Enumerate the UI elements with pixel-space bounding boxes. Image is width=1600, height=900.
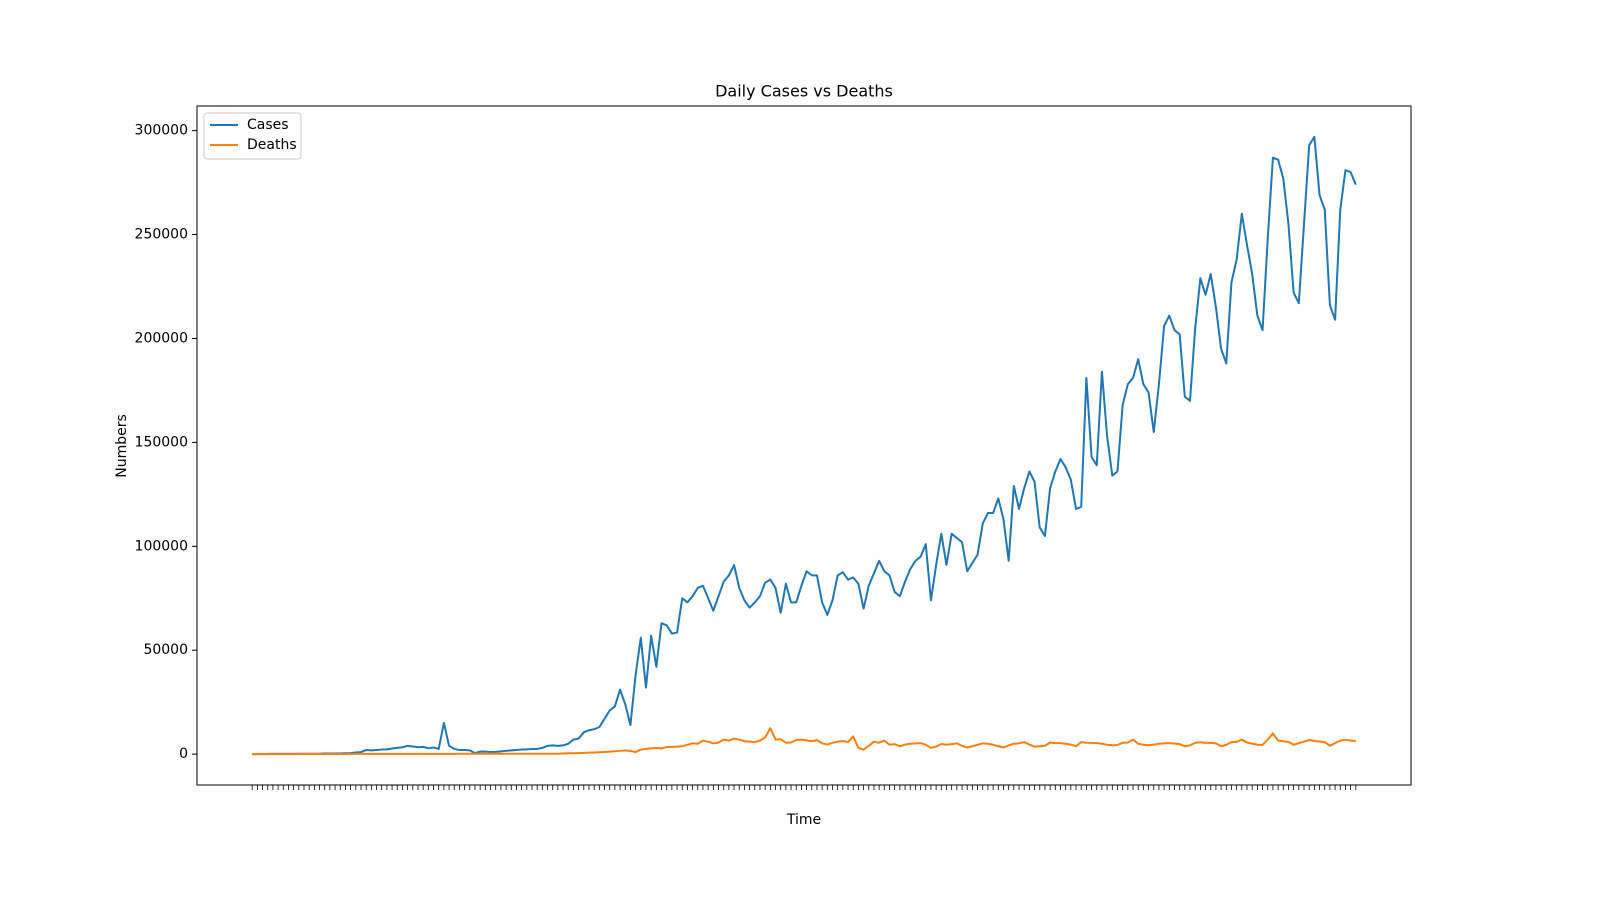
y-tick-label: 50000: [143, 642, 188, 658]
legend-label: Deaths: [247, 137, 297, 153]
plot-area: [196, 105, 1412, 786]
y-axis-label: Numbers: [114, 414, 130, 478]
y-tick-label: 200000: [135, 330, 188, 346]
chart-title: Daily Cases vs Deaths: [715, 82, 893, 101]
line-series: [252, 135, 1357, 756]
y-tick-label: 0: [179, 746, 188, 762]
y-tick-label: 150000: [135, 434, 188, 450]
y-tick-label: 100000: [135, 538, 188, 554]
x-axis-label: Time: [786, 812, 821, 828]
y-tick-label: 250000: [135, 227, 188, 243]
y-tick-label: 300000: [135, 123, 188, 139]
line-series: [252, 727, 1356, 756]
legend-label: Cases: [247, 117, 289, 133]
